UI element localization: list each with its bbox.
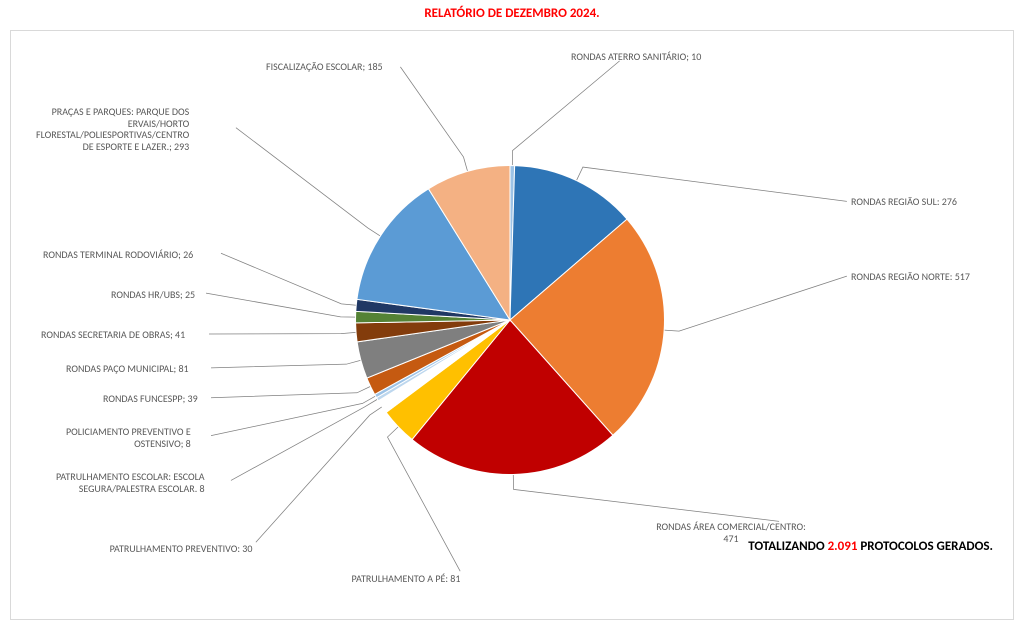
slice-label: RONDAS REGIÃO SUL: 276	[851, 196, 957, 208]
total-summary: TOTALIZANDO 2.091 PROTOCOLOS GERADOS.	[748, 539, 993, 554]
total-prefix: TOTALIZANDO	[748, 539, 827, 554]
slice-label: RONDAS HR/UBS; 25	[111, 289, 195, 301]
slice-label: RONDAS PAÇO MUNICIPAL; 81	[66, 363, 189, 375]
page-title: RELATÓRIO DE DEZEMBRO 2024.	[0, 6, 1024, 21]
slice-label: PATRULHAMENTO ESCOLAR: ESCOLA SEGURA/PAL…	[56, 471, 205, 494]
leader-line	[211, 360, 361, 368]
leader-line	[211, 396, 376, 436]
leader-line	[236, 128, 380, 236]
slice-label: PATRULHAMENTO PREVENTIVO: 30	[110, 543, 253, 555]
leader-line	[576, 167, 846, 201]
slice-label: PATRULHAMENTO A PÉ: 81	[352, 573, 461, 585]
leader-line	[206, 293, 356, 317]
leader-line	[211, 386, 370, 397]
slice-label: RONDAS FUNCESPP; 39	[103, 393, 198, 405]
leader-line	[664, 276, 847, 331]
leader-line	[513, 474, 779, 521]
slice-label: RONDAS REGIÃO NORTE: 517	[851, 271, 970, 283]
slice-label: FISCALIZAÇÃO ESCOLAR; 185	[266, 61, 383, 73]
slice-label: RONDAS TERMINAL RODOVIÁRIO; 26	[43, 249, 193, 261]
slice-label: RONDAS SECRETARIA DE OBRAS; 41	[41, 329, 185, 341]
total-suffix: PROTOCOLOS GERADOS.	[857, 539, 993, 554]
leader-line	[209, 332, 356, 334]
leader-line	[221, 253, 356, 305]
total-number: 2.091	[828, 539, 858, 554]
slice-label: RONDAS ATERRO SANITÁRIO; 10	[571, 51, 701, 63]
leader-line	[231, 399, 377, 480]
leader-line	[512, 61, 619, 166]
leader-line	[400, 67, 467, 172]
slice-label: PRAÇAS E PARQUES: PARQUE DOS ERVAIS/HORT…	[36, 106, 189, 152]
slice-label: POLICIAMENTO PREVENTIVO E OSTENSIVO; 8	[66, 426, 191, 449]
leader-line	[256, 407, 382, 543]
pie-chart-container: RONDAS ATERRO SANITÁRIO; 10 RONDAS REGIÃO…	[10, 30, 1014, 620]
